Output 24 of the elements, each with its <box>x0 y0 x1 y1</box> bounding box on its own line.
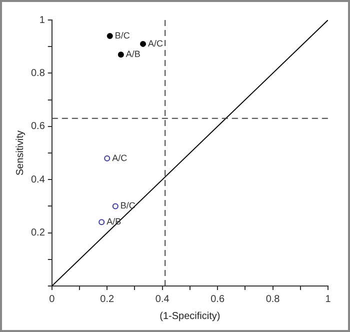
y-tick-label: 0.8 <box>30 68 46 79</box>
x-tick-label: 0.4 <box>155 294 170 305</box>
x-tick-label: 0.8 <box>266 294 280 305</box>
point <box>104 155 110 162</box>
x-tick-label: 0.2 <box>100 294 115 305</box>
x-axis-title: (1-Specificity) <box>160 310 220 322</box>
point <box>118 52 124 58</box>
y-axis-title: Sensitivity <box>14 130 26 176</box>
annotation: A/B <box>126 49 140 60</box>
annotation: A/C <box>112 152 128 163</box>
point <box>112 203 118 210</box>
point <box>106 32 113 39</box>
annotation: B/C <box>120 200 136 211</box>
y-tick-label: 0.6 <box>30 121 46 132</box>
y-tick-label: 0.2 <box>30 228 46 239</box>
x-tick-label: 0 <box>49 294 56 305</box>
annotation: A/C <box>148 38 164 48</box>
y-tick-label: 0.4 <box>30 174 46 186</box>
y-tick-label: 1 <box>39 14 46 26</box>
point <box>98 219 105 226</box>
x-tick-label: 1 <box>325 294 332 305</box>
x-tick-label: 0.6 <box>210 294 225 305</box>
point <box>140 40 146 47</box>
annotation: B/C <box>114 30 130 40</box>
